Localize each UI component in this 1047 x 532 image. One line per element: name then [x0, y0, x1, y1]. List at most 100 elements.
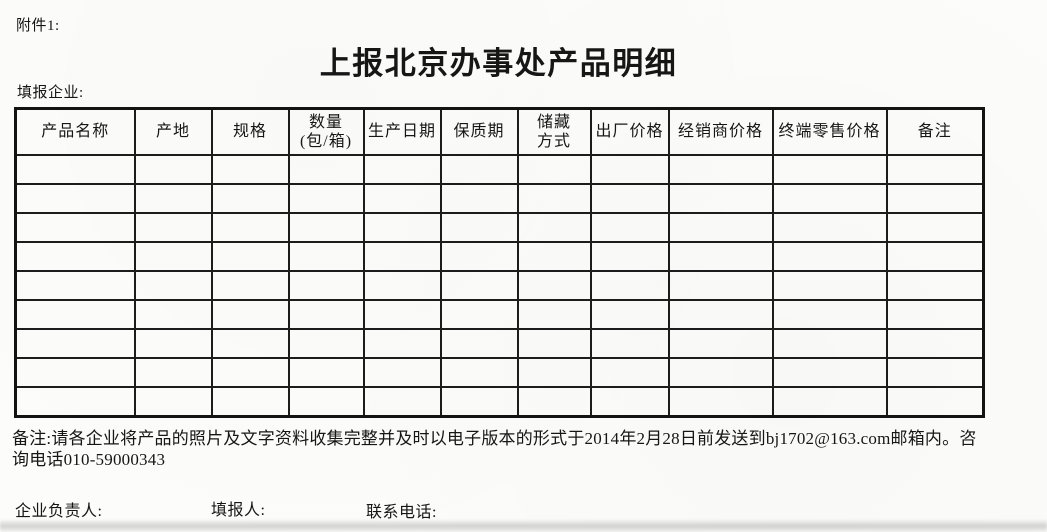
- table-cell-empty: [362, 183, 442, 214]
- table-cell-empty: [771, 241, 888, 272]
- table-cell-empty: [589, 183, 670, 214]
- table-cell-empty: [771, 183, 888, 214]
- table-cell-empty: [667, 328, 774, 359]
- table-cell-empty: [287, 357, 365, 388]
- table-cell-empty: [885, 357, 985, 388]
- table-cell-empty: [589, 270, 670, 301]
- note-block: 备注:请各企业将产品的照片及文字资料收集完整并及时以电子版本的形式于2014年2…: [12, 428, 1036, 470]
- table-cell-empty: [14, 241, 136, 272]
- scanner-edge-shadow: [0, 519, 1047, 532]
- table-cell-empty: [771, 299, 888, 330]
- table-cell-empty: [362, 357, 442, 388]
- table-cell-empty: [210, 212, 290, 243]
- column-header-retail-price: 终端零售价格: [771, 107, 888, 156]
- table-cell-empty: [885, 212, 985, 243]
- table-cell-empty: [885, 299, 985, 330]
- table-cell-empty: [589, 357, 670, 388]
- table-row: [14, 386, 985, 418]
- table-cell-empty: [362, 386, 442, 418]
- footer-row: 企业负责人: 填报人: 联系电话:: [0, 495, 1047, 521]
- page-title: 上报北京办事处产品明细: [319, 46, 678, 81]
- table-cell-empty: [771, 212, 888, 243]
- table-cell-empty: [210, 183, 290, 214]
- table-cell-empty: [439, 183, 519, 214]
- table-cell-empty: [362, 154, 442, 185]
- table-cell-empty: [885, 270, 985, 301]
- table-cell-empty: [287, 328, 365, 359]
- table-cell-empty: [133, 357, 213, 388]
- table-cell-empty: [210, 241, 290, 272]
- table-cell-empty: [771, 154, 888, 185]
- table-cell-empty: [287, 154, 365, 185]
- table-cell-empty: [771, 270, 888, 301]
- table-cell-empty: [287, 241, 365, 272]
- table-cell-empty: [210, 357, 290, 388]
- table-cell-empty: [667, 270, 774, 301]
- table-cell-empty: [14, 154, 136, 185]
- table-cell-empty: [771, 386, 888, 418]
- table-cell-empty: [14, 357, 136, 388]
- column-header-product-name: 产品名称: [14, 107, 136, 156]
- table-cell-empty: [133, 183, 213, 214]
- table-cell-empty: [885, 241, 985, 272]
- table-cell-empty: [589, 212, 670, 243]
- table-cell-empty: [516, 299, 592, 330]
- column-header-shelf-life: 保质期: [439, 107, 519, 156]
- table-row: [14, 212, 985, 243]
- table-cell-empty: [287, 183, 365, 214]
- table-cell-empty: [133, 270, 213, 301]
- table-row: [14, 183, 985, 214]
- table-cell-empty: [516, 386, 592, 418]
- table-header: 产品名称 产地 规格 数量 (包/箱) 生产日期 保质期 储藏 方式 出厂价格 …: [14, 107, 985, 156]
- table-cell-empty: [667, 183, 774, 214]
- note-line-2: 询电话010-59000343: [12, 450, 166, 469]
- table-cell-empty: [885, 183, 985, 214]
- table-cell-empty: [667, 357, 774, 388]
- table-cell-empty: [362, 212, 442, 243]
- table-cell-empty: [287, 270, 365, 301]
- table-cell-empty: [516, 270, 592, 301]
- table-cell-empty: [14, 212, 136, 243]
- table-cell-empty: [287, 386, 365, 418]
- table-cell-empty: [771, 328, 888, 359]
- column-header-remarks: 备注: [885, 107, 985, 156]
- table-cell-empty: [885, 386, 985, 418]
- column-header-dealer-price: 经销商价格: [667, 107, 774, 156]
- table-cell-empty: [885, 328, 985, 359]
- table-cell-empty: [516, 212, 592, 243]
- note-line-1: 备注:请各企业将产品的照片及文字资料收集完整并及时以电子版本的形式于2014年2…: [12, 429, 977, 448]
- table-cell-empty: [589, 386, 670, 418]
- table-cell-empty: [516, 183, 592, 214]
- table-row: [14, 299, 985, 330]
- table-row: [14, 270, 985, 301]
- table-cell-empty: [133, 328, 213, 359]
- table-cell-empty: [516, 154, 592, 185]
- table-cell-empty: [439, 357, 519, 388]
- contact-phone-label: 联系电话:: [366, 504, 437, 521]
- table-cell-empty: [362, 299, 442, 330]
- table-cell-empty: [589, 328, 670, 359]
- table-cell-empty: [439, 241, 519, 272]
- column-header-production-date: 生产日期: [362, 107, 442, 156]
- table-cell-empty: [14, 270, 136, 301]
- table-cell-empty: [14, 328, 136, 359]
- table-cell-empty: [362, 241, 442, 272]
- table-cell-empty: [516, 328, 592, 359]
- table-cell-empty: [439, 154, 519, 185]
- column-header-factory-price: 出厂价格: [589, 107, 670, 156]
- table-cell-empty: [589, 299, 670, 330]
- table-cell-empty: [439, 270, 519, 301]
- table-cell-empty: [667, 241, 774, 272]
- table-cell-empty: [667, 154, 774, 185]
- column-header-origin: 产地: [133, 107, 213, 156]
- table-cell-empty: [439, 212, 519, 243]
- table-cell-empty: [589, 154, 670, 185]
- table-cell-empty: [439, 328, 519, 359]
- table-cell-empty: [133, 386, 213, 418]
- table-cell-empty: [210, 270, 290, 301]
- table-cell-empty: [362, 328, 442, 359]
- product-detail-table: 产品名称 产地 规格 数量 (包/箱) 生产日期 保质期 储藏 方式 出厂价格 …: [14, 107, 985, 418]
- column-header-spec: 规格: [210, 107, 290, 156]
- table-cell-empty: [667, 212, 774, 243]
